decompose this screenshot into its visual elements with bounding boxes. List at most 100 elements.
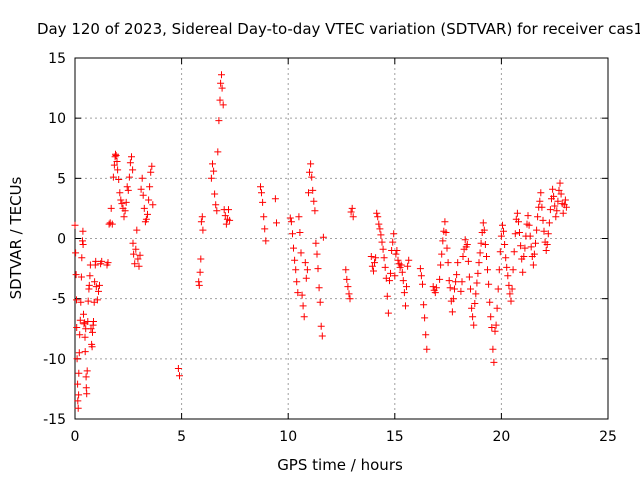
x-tick-label: 15 [386,429,404,445]
axis-ticks: 0 5 10 15 20 25 -15 -10 -5 0 5 10 15 [43,51,617,445]
data-point [218,71,225,79]
data-point [295,213,303,221]
data-point [213,207,221,215]
data-point [505,281,513,289]
data-point [485,280,493,288]
data-point [372,254,380,262]
data-point [222,220,230,228]
data-point [314,265,322,273]
data-point [439,237,447,245]
data-point [197,255,205,263]
y-tick-label: 15 [48,51,66,67]
data-point [300,313,308,321]
data-point [313,250,321,258]
data-point [132,245,140,253]
data-point [419,280,426,288]
data-point [473,279,481,287]
data-point [145,196,153,204]
data-point [112,150,119,158]
data-point [477,239,485,247]
data-point [530,250,538,258]
data-point [393,247,401,254]
data-point [529,261,537,269]
data-point [488,324,496,331]
data-point [197,218,205,226]
data-point [117,196,125,204]
data-point [83,390,91,398]
data-point [373,209,381,217]
data-point [376,225,384,233]
data-point [120,213,128,221]
data-point [524,212,532,220]
data-point [294,289,302,297]
y-tick-label: 0 [57,232,66,248]
data-point [225,206,232,214]
data-point [480,226,488,234]
data-point [81,333,89,341]
data-point [544,230,552,238]
data-point [98,257,106,265]
data-point [290,244,297,252]
data-point [311,207,319,215]
data-point [448,308,456,316]
data-point [378,238,386,246]
data-point [540,227,548,235]
data-point [298,291,306,299]
data-point [476,249,484,257]
data-point [81,348,89,356]
data-point [286,214,294,222]
data-point [400,289,408,297]
data-point [342,266,350,274]
data-point [309,186,317,194]
data-point [501,241,509,248]
data-point [391,272,399,280]
x-tick-label: 20 [492,429,510,445]
data-point [312,239,320,247]
data-point [76,316,84,324]
data-point [134,255,142,263]
data-point [207,174,215,182]
chart-title: Day 120 of 2023, Sidereal Day-to-day VTE… [37,20,640,38]
data-point [218,84,226,92]
data-point [92,257,100,265]
data-point [343,275,351,283]
data-point [386,277,393,285]
data-point [297,249,305,257]
data-point [196,268,204,276]
x-tick-label: 5 [177,429,186,445]
data-point [174,365,182,372]
data-point [292,266,300,274]
data-point [420,301,428,309]
data-point [104,259,112,267]
data-point [114,166,122,174]
data-point [118,200,126,208]
data-point [301,259,309,267]
data-point [520,253,528,260]
data-point [422,331,430,339]
data-point [221,212,229,220]
data-point [135,262,143,270]
data-point [315,284,323,292]
data-point [80,310,87,318]
data-point [437,261,445,269]
data-point [368,262,376,270]
data-point [390,230,398,238]
data-point [416,265,424,273]
data-point [319,233,327,241]
data-point [91,278,99,286]
data-point [296,229,304,236]
data-point [475,259,483,267]
data-point [532,239,539,247]
data-point [553,207,561,215]
data-point [211,190,219,198]
data-point [421,314,429,322]
data-point [387,269,394,277]
data-point [308,173,316,181]
data-point [72,271,80,279]
data-point [561,196,569,204]
data-point [506,290,514,298]
data-point [394,256,402,264]
data-point [449,295,457,303]
data-point [125,173,133,181]
data-point [509,266,517,274]
